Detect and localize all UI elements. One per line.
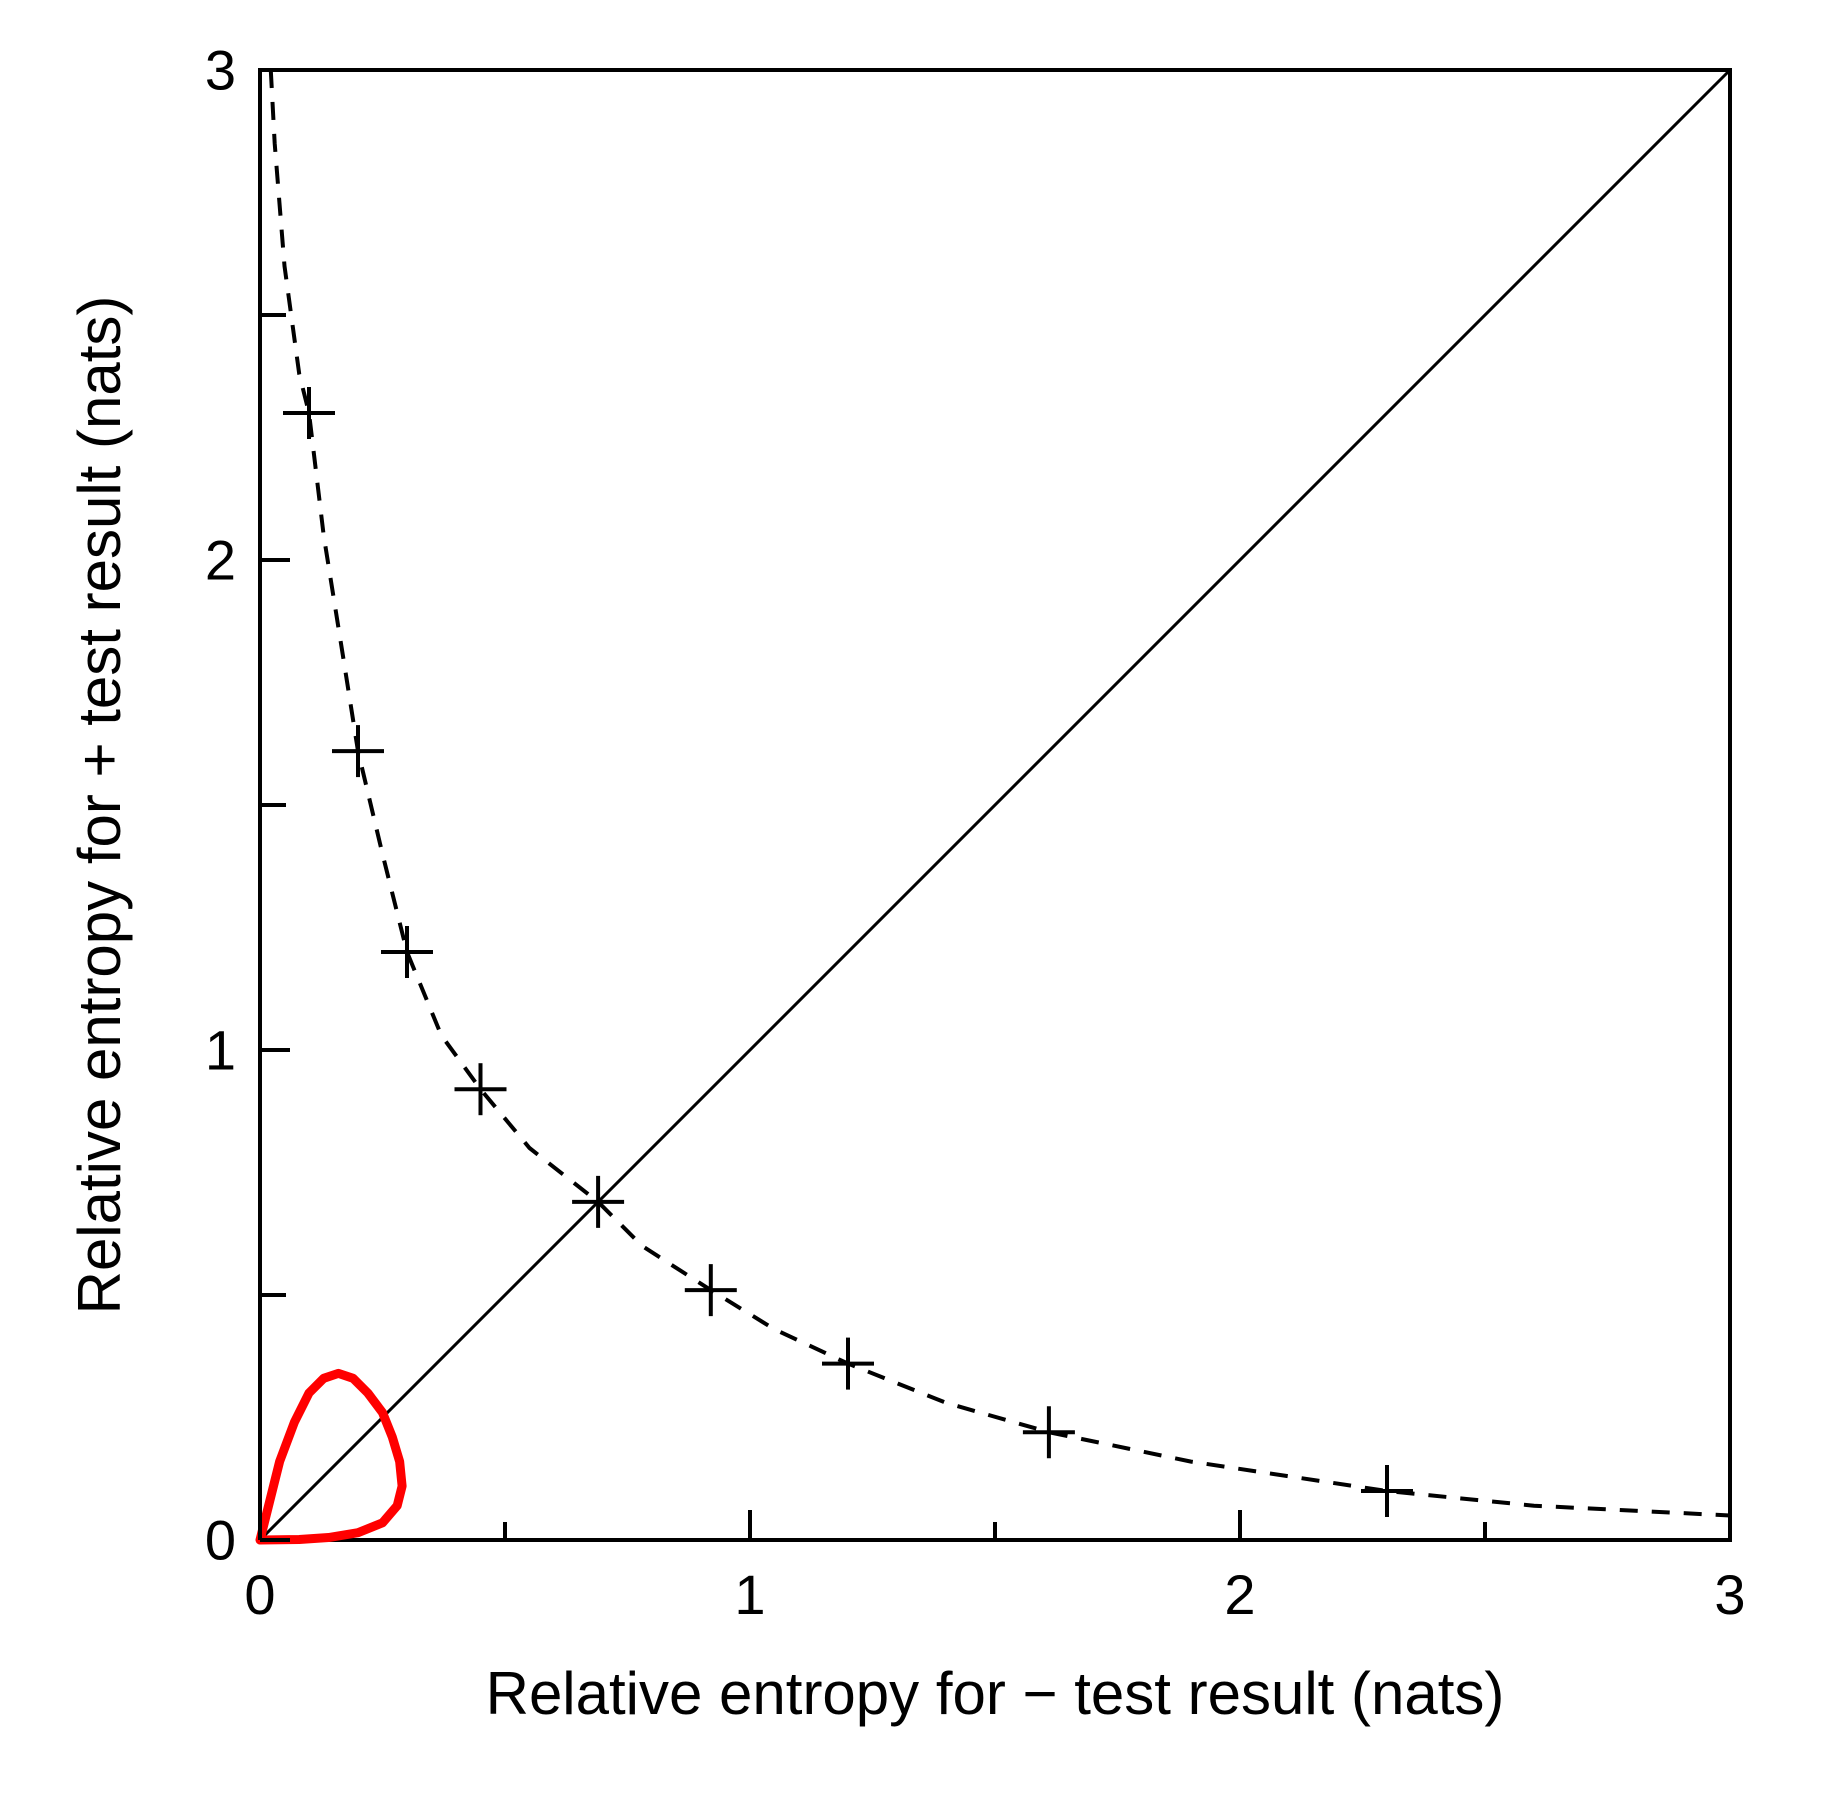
y-axis-label-svg: Relative entropy for + test result (nats… bbox=[66, 296, 133, 1315]
entropy-chart: 0 1 2 3 0 1 2 3 Relative entropy for − test resu… bbox=[0, 0, 1830, 1815]
chart-svg: 0 1 2 3 0 1 2 3 Relative entropy for − test resu… bbox=[0, 0, 1830, 1815]
y-tick-label: 3 bbox=[205, 39, 236, 102]
y-tick-label: 1 bbox=[205, 1019, 236, 1082]
y-tick-label: 0 bbox=[205, 1509, 236, 1572]
x-tick-label: 3 bbox=[1714, 1563, 1745, 1626]
x-axis-label-svg: Relative entropy for − test result (nats… bbox=[486, 1660, 1505, 1727]
y-tick-label: 2 bbox=[205, 529, 236, 592]
x-tick-label: 0 bbox=[244, 1563, 275, 1626]
x-tick-label: 2 bbox=[1224, 1563, 1255, 1626]
x-tick-label: 1 bbox=[734, 1563, 765, 1626]
